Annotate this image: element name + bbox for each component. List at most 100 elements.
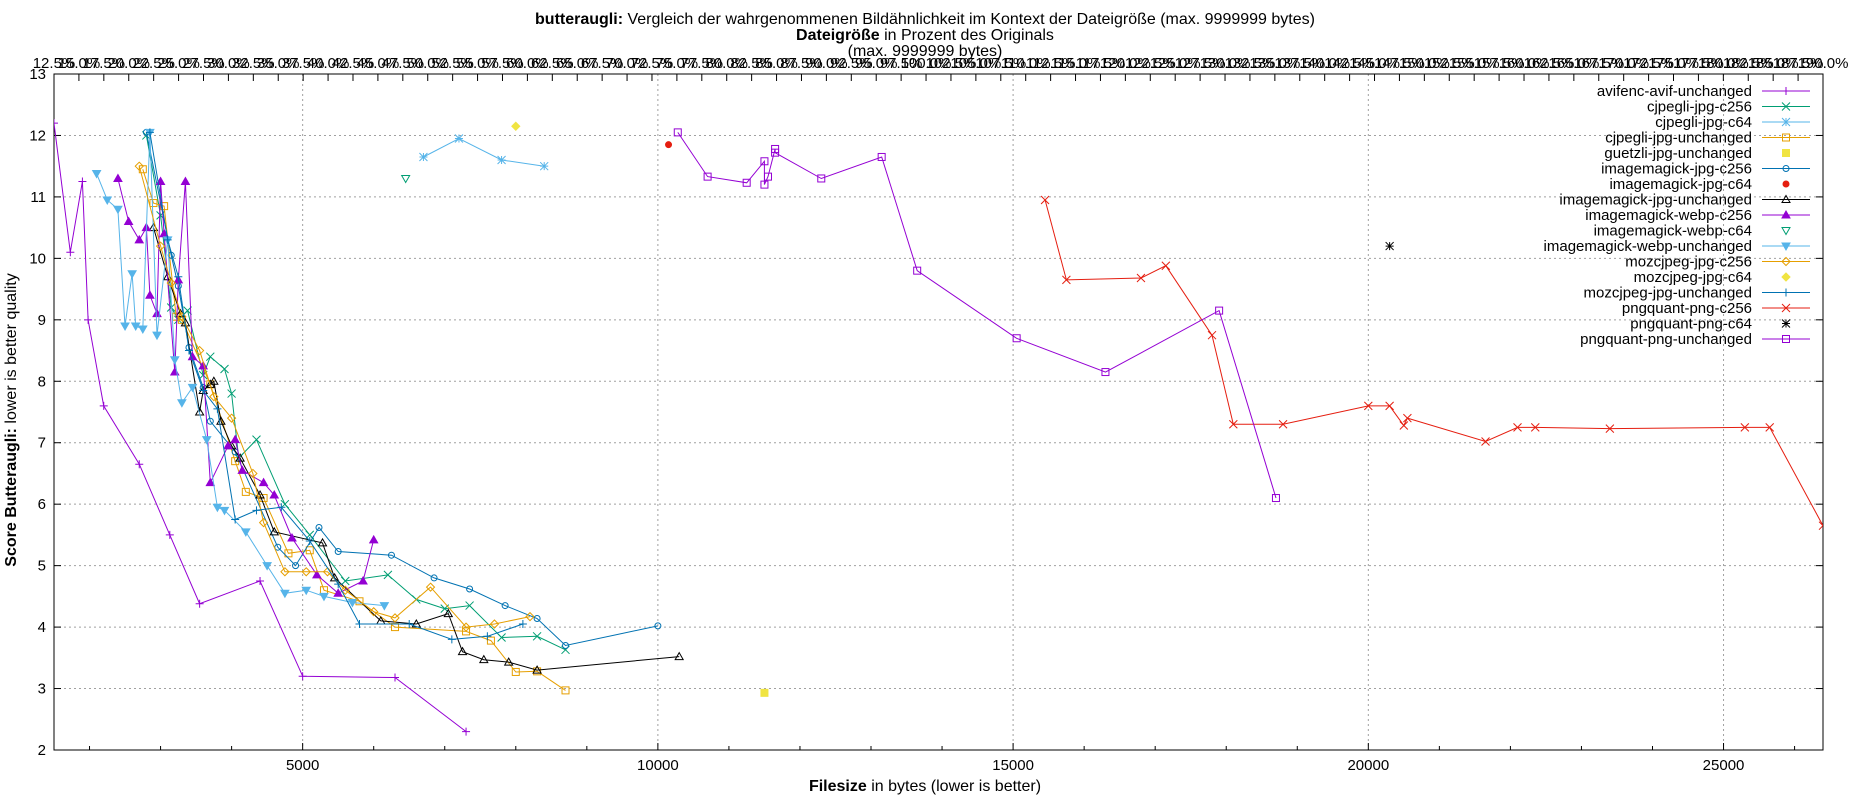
data-point xyxy=(1363,401,1373,411)
data-point xyxy=(1513,423,1522,432)
data-point xyxy=(54,119,58,128)
data-point xyxy=(368,607,379,617)
series-mozcjpeg-jpg-c64 xyxy=(511,121,521,131)
legend-marker xyxy=(1781,303,1791,313)
series-imagemagick-jpg-c64 xyxy=(665,141,673,149)
data-point xyxy=(209,391,219,402)
series-line xyxy=(153,227,680,671)
x2-tick-label: 57.5% xyxy=(481,55,524,72)
legend-label: mozcjpeg-jpg-c64 xyxy=(1634,269,1752,286)
x2-tick-label: 160.0% xyxy=(1499,55,1550,72)
series-line xyxy=(145,135,566,651)
x-tick-label: 10000 xyxy=(637,757,679,774)
data-point xyxy=(212,503,223,513)
data-point xyxy=(280,567,290,577)
chart-subtitle-bold: Dateigröße xyxy=(796,27,880,44)
data-point xyxy=(1271,494,1280,503)
x2-tick-label: 122.5% xyxy=(1125,55,1176,72)
x-axis-label-rest: in bytes (lower is better) xyxy=(866,778,1042,795)
data-point xyxy=(166,278,176,288)
data-point xyxy=(201,436,212,445)
data-point xyxy=(654,622,662,630)
chart-title-rest: Vergleich der wahrgenommenen Bildähnlich… xyxy=(623,11,1315,28)
data-point xyxy=(462,727,471,736)
legend-label: guetzli-jpg-unchanged xyxy=(1604,145,1752,162)
legend-marker xyxy=(1782,180,1790,188)
plot-border xyxy=(53,73,1824,751)
legend-marker xyxy=(1782,87,1790,95)
data-point xyxy=(742,178,751,187)
data-point xyxy=(763,172,772,181)
x2-tick-label: 155.0% xyxy=(1449,55,1500,72)
x-tick-label: 15000 xyxy=(992,757,1034,774)
x2-tick-label: 67.5% xyxy=(581,55,624,72)
data-point xyxy=(1161,261,1171,271)
data-point xyxy=(99,401,108,410)
legend-label: imagemagick-webp-c64 xyxy=(1594,223,1752,240)
grid-lines xyxy=(54,74,1823,750)
data-point xyxy=(226,413,237,423)
data-point xyxy=(240,528,251,537)
data-point xyxy=(501,602,509,610)
x2-tick-label: 82.5% xyxy=(730,55,773,72)
data-point xyxy=(277,503,286,512)
data-point xyxy=(562,642,570,650)
legend-marker xyxy=(1782,149,1790,157)
data-point xyxy=(269,526,280,536)
x-tick-label: 20000 xyxy=(1347,757,1389,774)
series-imagemagick-jpg-unchanged xyxy=(148,222,685,674)
x2-tick-label: 162.5% xyxy=(1523,55,1574,72)
data-point xyxy=(561,686,570,695)
x2-tick-label: 177.5% xyxy=(1673,55,1724,72)
data-point xyxy=(1062,275,1071,285)
data-point xyxy=(913,266,922,275)
data-point xyxy=(419,152,428,162)
x2-tick-label: 92.5% xyxy=(830,55,873,72)
data-point xyxy=(1765,423,1775,432)
data-point xyxy=(391,673,400,682)
data-point xyxy=(248,468,258,479)
data-point xyxy=(1040,195,1050,205)
data-point xyxy=(230,434,241,444)
data-point xyxy=(497,155,506,165)
data-point xyxy=(66,248,75,257)
legend-label: imagemagick-jpg-c256 xyxy=(1601,161,1752,178)
series-imagemagick-jpg-c256 xyxy=(142,128,662,650)
x2-tick-label: 157.5% xyxy=(1474,55,1525,72)
x2-tick-label: 175.0% xyxy=(1648,55,1699,72)
x2-tick-label: 25.0% xyxy=(157,55,200,72)
y-tick-label: 4 xyxy=(38,619,46,636)
legend-marker xyxy=(1782,288,1790,297)
y-tick-label: 5 xyxy=(38,558,46,575)
data-point xyxy=(223,440,233,450)
legend-label: cjpegli-jpg-c64 xyxy=(1655,114,1752,131)
legend-label: mozcjpeg-jpg-unchanged xyxy=(1584,285,1752,302)
data-point xyxy=(1481,437,1490,446)
data-point xyxy=(187,383,198,393)
x2-tick-label: 17.5% xyxy=(83,55,126,72)
data-point xyxy=(301,567,311,577)
series-line xyxy=(142,169,566,691)
x2-tick-label: 117.5% xyxy=(1076,55,1126,72)
series-pngquant-png-unchanged xyxy=(673,128,1280,503)
data-point xyxy=(134,161,144,171)
x2-tick-label: 107.5% xyxy=(975,55,1026,72)
legend-marker xyxy=(1781,102,1791,111)
data-point xyxy=(355,620,364,629)
x2-tick-label: 140.0% xyxy=(1299,55,1350,72)
x2-tick-label: 142.5% xyxy=(1324,55,1375,72)
series-line xyxy=(1044,199,1823,526)
y-tick-label: 3 xyxy=(38,681,46,698)
series-mozcjpeg-jpg-c256 xyxy=(134,161,535,632)
data-point xyxy=(315,524,323,532)
legend-marker xyxy=(1781,117,1791,127)
data-point xyxy=(91,170,102,179)
x2-tick-label: 147.5% xyxy=(1374,55,1425,72)
data-point xyxy=(102,196,113,205)
data-point xyxy=(457,646,468,656)
legend-label: cjpegli-jpg-c256 xyxy=(1647,99,1752,116)
x2-tick-label: 137.5% xyxy=(1274,55,1325,72)
data-point xyxy=(169,356,180,365)
data-point xyxy=(383,570,393,580)
